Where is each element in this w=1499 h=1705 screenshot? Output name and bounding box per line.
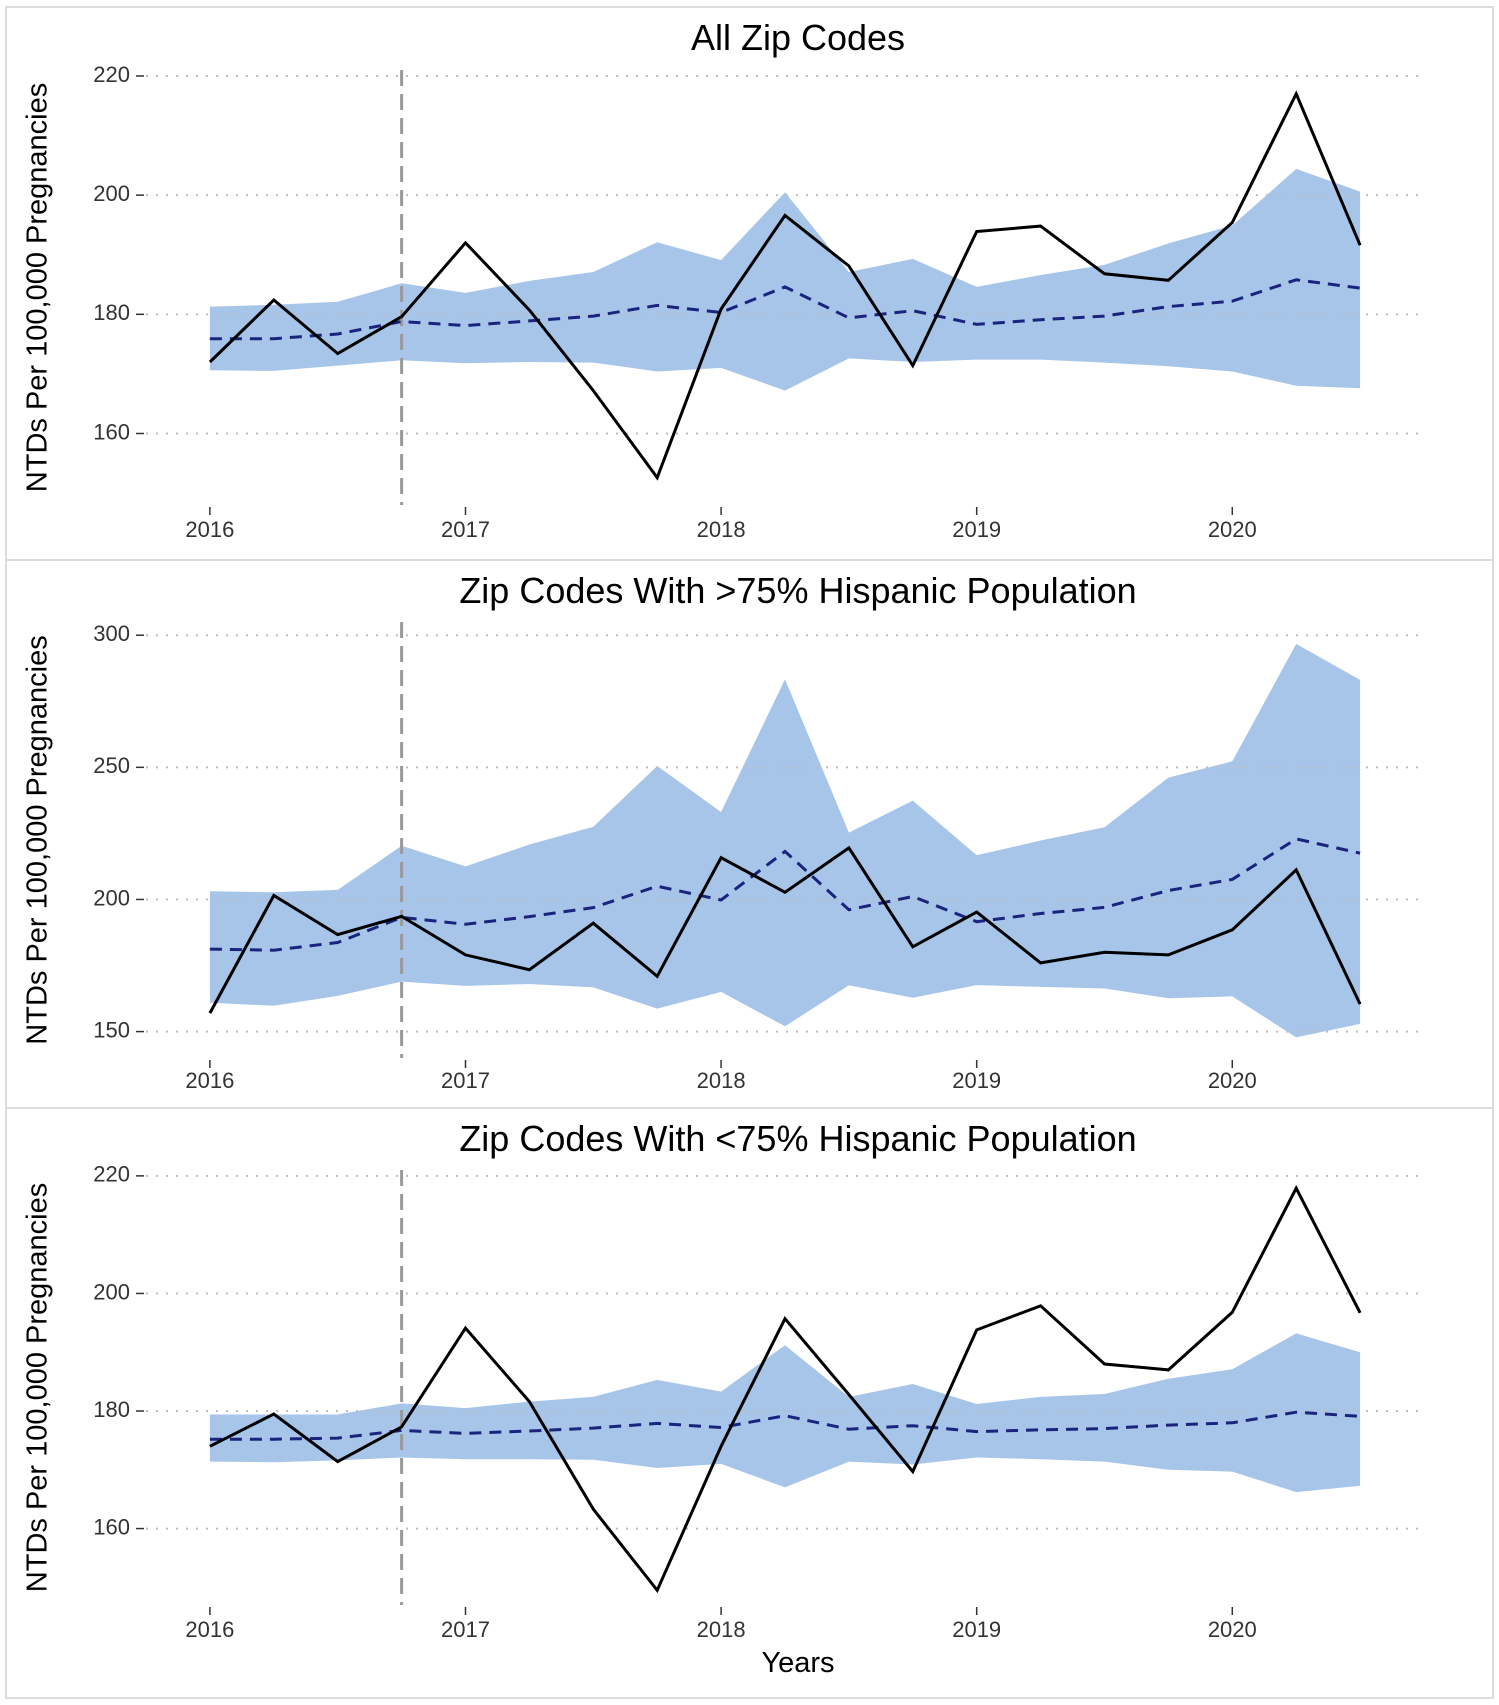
- plot-area: 220 200 180 160 2016 2017 2018 2019 2020: [93, 62, 1424, 542]
- x-tick-label: 2019: [952, 517, 1001, 542]
- x-axis-label: Years: [761, 1647, 834, 1679]
- panel-border: [5, 1107, 1494, 1699]
- x-tick-label: 2019: [952, 1068, 1001, 1093]
- y-tick-label: 200: [93, 885, 130, 910]
- expected-line: [209, 837, 1361, 952]
- panel-title: All Zip Codes: [691, 17, 905, 58]
- y-tick-label: 180: [93, 1397, 130, 1422]
- y-tick-label: 200: [93, 1279, 130, 1304]
- expected-line: [209, 278, 1361, 341]
- x-tick-label: 2018: [697, 1068, 746, 1093]
- x-tick-label: 2018: [697, 517, 746, 542]
- confidence-band: [209, 1333, 1361, 1493]
- x-tick-label: 2020: [1208, 1068, 1257, 1093]
- x-tick-label: 2020: [1208, 517, 1257, 542]
- observed-line: [208, 845, 1362, 1014]
- y-tick-label: 160: [93, 1514, 130, 1539]
- confidence-band: [209, 643, 1361, 1038]
- x-tick-label: 2017: [441, 1617, 490, 1642]
- plot-area: 300 250 200 150 2016 2017 2018 2019 2020: [93, 621, 1424, 1093]
- y-axis-label: NTDs Per 100,000 Pregnancies: [22, 83, 54, 492]
- x-tick-label: 2019: [952, 1617, 1001, 1642]
- y-tick-label: 220: [93, 1162, 130, 1187]
- panel-all-zip-codes: All Zip Codes NTDs Per 100,000 Pregnanci…: [5, 6, 1494, 561]
- y-tick-label: 200: [93, 181, 130, 206]
- panel-title: Zip Codes With <75% Hispanic Population: [459, 1118, 1136, 1159]
- y-tick-label: 300: [93, 621, 130, 646]
- y-tick-label: 150: [93, 1017, 130, 1042]
- y-tick-label: 160: [93, 419, 130, 444]
- x-tick-label: 2016: [185, 1617, 234, 1642]
- observed-line: [209, 1184, 1362, 1594]
- panel-hispanic-over-75: Zip Codes With >75% Hispanic Population …: [5, 559, 1494, 1109]
- y-tick-label: 180: [93, 300, 130, 325]
- x-tick-label: 2017: [441, 1068, 490, 1093]
- panel-title: Zip Codes With >75% Hispanic Population: [459, 570, 1136, 611]
- confidence-band: [209, 168, 1361, 391]
- x-tick-label: 2018: [697, 1617, 746, 1642]
- x-tick-label: 2016: [185, 517, 234, 542]
- x-tick-label: 2020: [1208, 1617, 1257, 1642]
- y-tick-label: 220: [93, 62, 130, 87]
- y-axis-label: NTDs Per 100,000 Pregnancies: [22, 635, 54, 1044]
- x-tick-label: 2016: [185, 1068, 234, 1093]
- plot-area: 220 200 180 160 2016 2017 2018 2019 2020: [93, 1162, 1424, 1642]
- expected-line: [209, 1410, 1361, 1441]
- y-tick-label: 250: [93, 753, 130, 778]
- y-axis-label: NTDs Per 100,000 Pregnancies: [22, 1183, 54, 1592]
- panel-hispanic-under-75: Zip Codes With <75% Hispanic Population …: [5, 1107, 1494, 1699]
- observed-line: [208, 90, 1362, 481]
- x-tick-label: 2017: [441, 517, 490, 542]
